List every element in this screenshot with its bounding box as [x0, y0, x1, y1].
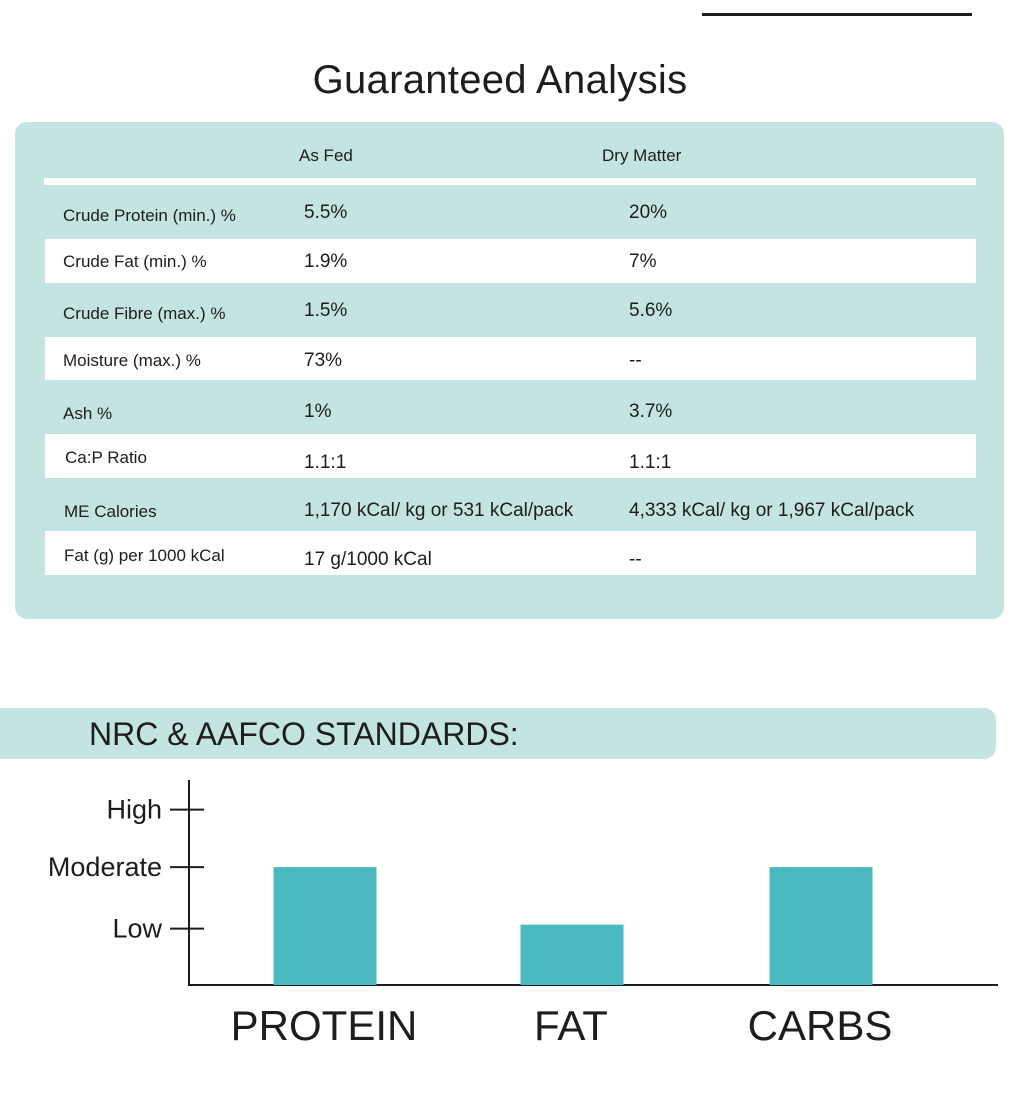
top-rule	[702, 13, 972, 16]
as-fed-value: 1.5%	[304, 300, 348, 321]
y-tick-label-low: Low	[112, 914, 162, 944]
dry-matter-value: 3.7%	[629, 401, 673, 422]
standards-bar-chart: Low Moderate High PROTEIN FAT CARBS	[48, 780, 998, 1049]
as-fed-value: 5.5%	[304, 202, 348, 223]
dry-matter-value: 1.1:1	[629, 452, 672, 473]
table-row: Crude Fat (min.) % 1.9% 7%	[45, 239, 976, 283]
table-row: Crude Fibre (max.) % 1.5% 5.6%	[45, 284, 976, 336]
as-fed-value: 1.1:1	[304, 452, 347, 473]
table-row: ME Calories 1,170 kCal/ kg or 531 kCal/p…	[45, 479, 976, 530]
table-row: Moisture (max.) % 73% --	[45, 337, 976, 380]
table-row: Ash % 1% 3.7%	[45, 381, 976, 433]
table-row: Ca:P Ratio 1.1:1 1.1:1	[45, 434, 976, 478]
row-label: Moisture (max.) %	[63, 351, 201, 370]
dry-matter-value: --	[629, 549, 642, 570]
category-label-protein: PROTEIN	[231, 1002, 418, 1049]
as-fed-value: 1,170 kCal/ kg or 531 kCal/pack	[304, 500, 574, 521]
dry-matter-value: 7%	[629, 251, 657, 272]
page-title: Guaranteed Analysis	[312, 58, 688, 102]
row-label: ME Calories	[64, 502, 157, 521]
column-header-as-fed: As Fed	[299, 146, 353, 165]
standards-section-bar	[0, 708, 996, 759]
bar-protein	[273, 867, 377, 985]
bar-carbs	[769, 867, 873, 985]
table-row: Fat (g) per 1000 kCal 17 g/1000 kCal --	[45, 531, 976, 575]
y-tick-label-high: High	[106, 795, 162, 825]
table-row: Crude Protein (min.) % 5.5% 20%	[45, 189, 976, 238]
bar-fat	[520, 924, 624, 985]
as-fed-value: 1%	[304, 401, 332, 422]
dry-matter-value: 4,333 kCal/ kg or 1,967 kCal/pack	[629, 500, 915, 521]
standards-title: NRC & AAFCO STANDARDS:	[89, 716, 519, 752]
dry-matter-value: --	[629, 350, 642, 371]
category-label-carbs: CARBS	[748, 1002, 893, 1049]
dry-matter-value: 20%	[629, 202, 668, 223]
dry-matter-value: 5.6%	[629, 300, 673, 321]
row-label: Ca:P Ratio	[65, 448, 147, 467]
as-fed-value: 1.9%	[304, 251, 348, 272]
column-header-dry-matter: Dry Matter	[602, 146, 682, 165]
y-tick-label-moderate: Moderate	[48, 852, 162, 882]
row-label: Crude Fibre (max.) %	[63, 304, 226, 323]
header-divider	[44, 178, 976, 185]
category-label-fat: FAT	[534, 1002, 608, 1049]
as-fed-value: 73%	[304, 350, 343, 371]
row-label: Crude Protein (min.) %	[63, 206, 236, 225]
as-fed-value: 17 g/1000 kCal	[304, 549, 432, 570]
row-label: Crude Fat (min.) %	[63, 252, 207, 271]
row-label: Ash %	[63, 404, 113, 423]
row-label: Fat (g) per 1000 kCal	[64, 546, 225, 565]
